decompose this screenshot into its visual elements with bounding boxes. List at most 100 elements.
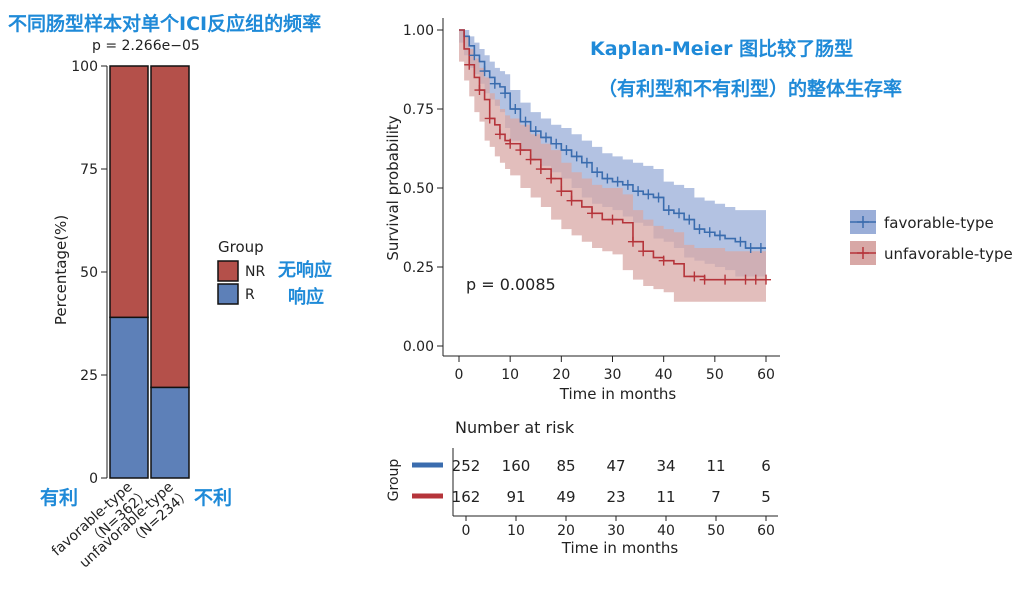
bar-y-axis: 0 25 50 75 100 [71,59,107,487]
risk-cell: 91 [506,488,525,506]
km-unfav-ci-band [459,30,766,302]
km-unfav-censor-mark [515,145,526,156]
km-y-tick-label: 0.25 [403,260,434,276]
km-unfav-censor-mark [587,208,598,219]
km-x-axis-label: Time in months [559,385,677,403]
km-fav-censor-mark [561,145,572,156]
risk-cell: 23 [606,488,625,506]
legend-swatch-nr [217,260,239,282]
km-unfav-censor-mark [689,271,700,282]
km-x-tick-label: 20 [552,367,570,383]
km-unfav-censor-mark [627,236,638,247]
risk-table-cells: 252 160 85 47 34 11 6 162 91 49 23 11 7 5 [452,457,771,506]
km-fav-censor-mark [602,173,613,184]
risk-table-title: Number at risk [455,418,575,437]
km-title-line2: （有利型和不有利型）的整体生存率 [598,77,902,100]
bar-y-tick-label: 50 [80,265,98,281]
bar-y-tick-label: 25 [80,368,98,384]
km-unfav-censor-mark [484,113,495,124]
bar-chart-pvalue: p = 2.266e−05 [92,38,200,54]
risk-cell: 252 [452,457,481,475]
km-legend-unfav-marker [857,247,869,259]
km-fav-censor-mark [530,126,541,137]
km-unfav-censor-mark [750,274,761,285]
km-fav-censor-mark [643,189,654,200]
favorable-annotation: 有利 [40,486,78,509]
km-fav-censor-mark [489,78,500,89]
km-unfav-censor-mark [720,274,731,285]
km-fav-censor-mark [633,186,644,197]
bar-y-tick-label: 0 [89,471,98,487]
km-pvalue: p = 0.0085 [466,275,556,294]
number-at-risk-table: Number at risk Group 252 160 85 47 34 11 6 162 9… [386,418,778,557]
km-unfav-censor-mark [607,214,618,225]
km-x-tick-label: 50 [706,367,724,383]
bar-legend-title: Group [218,238,264,256]
km-unfav-curve [459,29,766,281]
km-unfav-censor-mark [474,85,485,96]
bar-y-axis-label: Percentage(%) [52,215,70,325]
km-unfav-censor-mark [494,129,505,140]
risk-x-tick-label: 30 [607,523,625,539]
legend-label-nr: NR [245,264,265,280]
km-fav-censor-mark [571,151,582,162]
km-fav-censor-mark [755,243,766,254]
risk-x-tick-label: 20 [557,523,575,539]
km-fav-censor-mark [592,167,603,178]
bar-r-segment [150,386,190,479]
risk-cell: 7 [711,488,721,506]
km-fav-censor-mark [612,176,623,187]
bar-y-tick-label: 75 [80,162,98,178]
km-x-tick-label: 0 [455,367,464,383]
km-x-tick-label: 30 [604,367,622,383]
risk-cell: 49 [556,488,575,506]
risk-x-axis-label: Time in months [561,539,679,557]
risk-cell: 162 [452,488,481,506]
km-fav-censor-mark [479,66,490,77]
km-unfav-censor-mark [761,274,771,285]
risk-cell: 5 [761,488,771,506]
risk-cell: 85 [556,457,575,475]
bar-chart-title: 不同肠型样本对单个ICI反应组的频率 [8,12,321,35]
bar-nr-segment [109,65,149,319]
km-fav-censor-mark [469,50,480,61]
km-unfav-censor-mark [740,274,751,285]
km-fav-censor-mark [520,116,531,127]
km-fav-censor-mark [745,243,756,254]
km-fav-censor-mark [653,192,664,203]
risk-x-tick-label: 0 [462,523,471,539]
km-unfav-censor-mark [464,59,475,70]
r-annotation: 响应 [288,286,324,308]
risk-cell: 11 [706,457,725,475]
km-unfav-censor-mark [535,164,546,175]
risk-cell: 6 [761,457,771,475]
km-unfav-censor-mark [556,186,567,197]
legend-label-r: R [245,287,255,303]
km-fav-censor-mark [663,205,674,216]
km-censor-marks [464,50,771,285]
risk-table-axes: 0 10 20 30 40 50 60 [452,448,778,539]
legend-swatch-r [217,283,239,305]
kaplan-meier-chart: Kaplan-Meier 图比较了肠型 （有利型和不有利型）的整体生存率 Sur… [384,18,1013,403]
km-x-tick-label: 60 [757,367,775,383]
km-legend-unfav-label: unfavorable-type [884,245,1013,263]
km-x-tick-label: 40 [655,367,673,383]
risk-x-tick-label: 40 [657,523,675,539]
km-fav-censor-mark [622,179,633,190]
km-fav-censor-mark [735,236,746,247]
km-fav-censor-mark [704,227,715,238]
km-fav-censor-mark [540,132,551,143]
km-legend-fav-marker [857,216,869,228]
bar-y-tick-label: 100 [71,59,98,75]
km-unfav-censor-mark [566,195,577,206]
km-y-axis-label: Survival probability [384,115,402,260]
bar-nr-segment [150,65,190,389]
km-legend-fav-label: favorable-type [884,214,994,232]
km-x-tick-label: 10 [501,367,519,383]
km-unfav-censor-mark [505,138,516,149]
km-unfav-censor-mark [638,246,649,257]
risk-cell: 34 [656,457,675,475]
nr-annotation: 无响应 [278,259,332,281]
km-fav-censor-mark [694,224,705,235]
